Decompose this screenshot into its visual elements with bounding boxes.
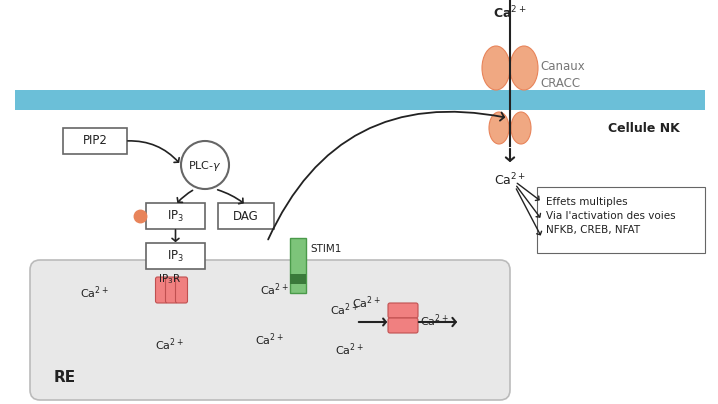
Ellipse shape [510,46,538,90]
FancyBboxPatch shape [388,303,418,318]
Text: Ca$^{2+}$: Ca$^{2+}$ [80,285,108,301]
Text: Ca$^{2+}$: Ca$^{2+}$ [335,342,364,358]
Text: Cellule NK: Cellule NK [608,122,680,135]
Text: Ca$^{2+}$: Ca$^{2+}$ [155,337,184,354]
Text: Effets multiples
Via l'activation des voies
NFKB, CREB, NFAT: Effets multiples Via l'activation des vo… [546,197,676,235]
FancyBboxPatch shape [146,203,205,229]
Bar [290,274,306,284]
Text: Ca$^{2+}$: Ca$^{2+}$ [260,282,289,299]
Text: IP$_3$R: IP$_3$R [157,272,181,286]
Text: STIM1: STIM1 [310,244,341,254]
Text: Ca$^{2+}$: Ca$^{2+}$ [420,313,449,329]
FancyBboxPatch shape [156,277,167,303]
FancyBboxPatch shape [166,277,177,303]
Text: IP$_3$: IP$_3$ [167,248,184,263]
Ellipse shape [489,112,509,144]
Text: Ca$^{2+}$: Ca$^{2+}$ [330,302,359,318]
Circle shape [181,141,229,189]
Bar [15,90,705,110]
FancyBboxPatch shape [290,238,306,293]
Text: Canaux
CRACC: Canaux CRACC [540,60,584,90]
Text: IP$_3$: IP$_3$ [167,208,184,223]
Ellipse shape [511,112,531,144]
FancyBboxPatch shape [218,203,274,229]
Ellipse shape [482,46,510,90]
FancyBboxPatch shape [175,277,187,303]
FancyBboxPatch shape [63,128,127,154]
FancyBboxPatch shape [30,260,510,400]
Text: Ca$^{2+}$: Ca$^{2+}$ [255,332,284,348]
FancyBboxPatch shape [388,318,418,333]
Text: Ca$^{2+}$: Ca$^{2+}$ [493,5,527,21]
Text: Ca$^{2+}$: Ca$^{2+}$ [352,295,381,311]
Text: DAG: DAG [233,210,259,223]
FancyBboxPatch shape [146,243,205,269]
Text: Ca$^{2+}$: Ca$^{2+}$ [494,172,526,189]
Text: PLC-$\gamma$: PLC-$\gamma$ [188,159,222,173]
Text: RE: RE [54,370,76,385]
Text: PIP2: PIP2 [83,135,108,147]
FancyBboxPatch shape [537,187,705,253]
